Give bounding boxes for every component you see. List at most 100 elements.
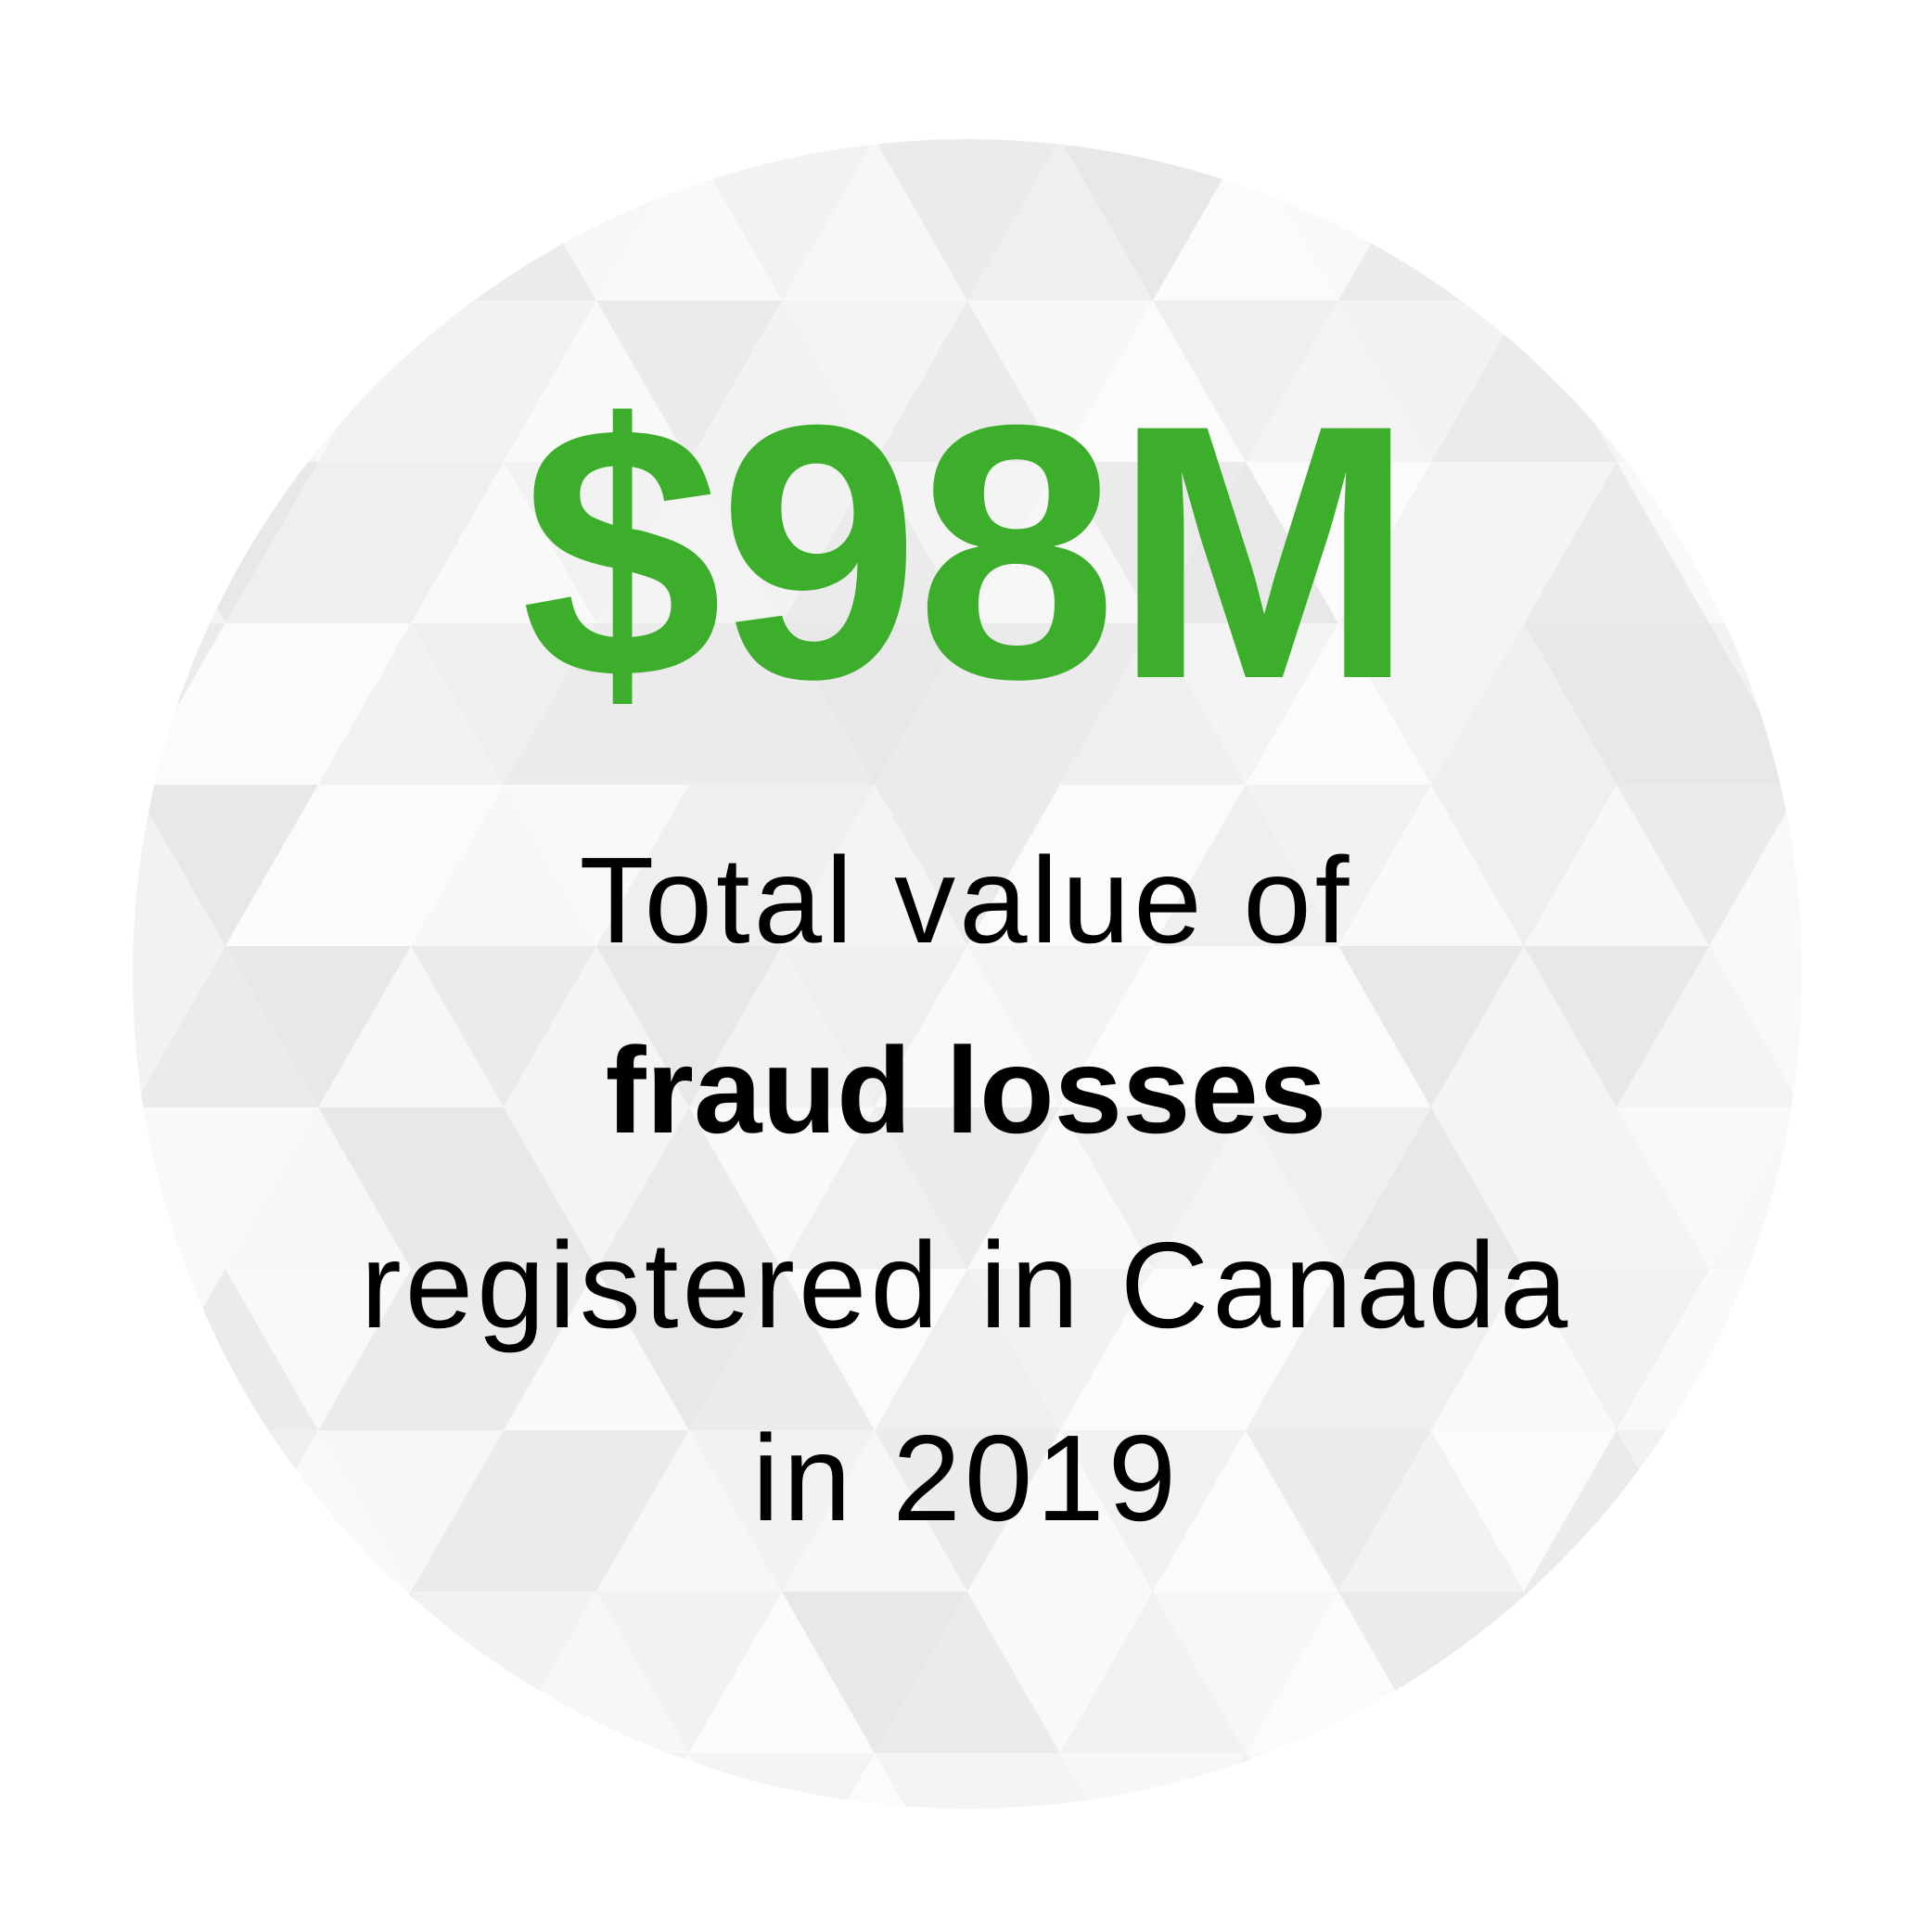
description-line-1: Total value of	[579, 832, 1353, 968]
pattern-triangle	[411, 1430, 596, 1592]
pattern-triangle	[1246, 623, 1431, 785]
pattern-triangle	[782, 1430, 967, 1592]
pattern-triangle	[1246, 301, 1431, 462]
pattern-triangle	[1431, 785, 1617, 946]
pattern-triangle	[875, 462, 1060, 623]
pattern-triangle	[1338, 462, 1524, 623]
pattern-triangle	[1431, 946, 1617, 1107]
pattern-triangle	[689, 1107, 875, 1269]
pattern-triangle	[504, 1107, 689, 1269]
pattern-triangle	[318, 1753, 504, 1809]
pattern-triangle	[875, 623, 1060, 785]
pattern-triangle	[1709, 946, 1802, 1107]
pattern-triangle	[1524, 462, 1709, 623]
pattern-triangle	[875, 139, 1060, 301]
pattern-triangle	[1153, 623, 1338, 785]
pattern-triangle	[225, 1107, 411, 1269]
pattern-triangle	[967, 462, 1153, 623]
pattern-triangle	[689, 785, 875, 946]
pattern-triangle	[596, 1107, 782, 1269]
pattern-triangle	[318, 1107, 504, 1269]
pattern-triangle	[1617, 785, 1802, 946]
pattern-triangle	[1524, 785, 1709, 946]
pattern-triangle	[1060, 1107, 1246, 1269]
pattern-triangle	[1617, 1592, 1802, 1753]
pattern-triangle	[133, 785, 225, 946]
pattern-triangle	[411, 1107, 596, 1269]
description-line-2-bold: fraud losses	[605, 1022, 1327, 1158]
pattern-triangle	[1246, 785, 1431, 946]
pattern-triangle	[1338, 1430, 1524, 1592]
pattern-triangle	[782, 139, 967, 301]
pattern-triangle	[411, 462, 596, 623]
pattern-triangle	[782, 623, 967, 785]
description-line-3: registered in Canada	[360, 1217, 1572, 1353]
pattern-triangle	[689, 946, 875, 1107]
pattern-triangle	[411, 139, 596, 301]
pattern-triangle	[133, 139, 225, 301]
pattern-triangle	[225, 946, 411, 1107]
pattern-triangle	[689, 623, 875, 785]
pattern-triangle	[596, 946, 782, 1107]
pattern-triangle	[1246, 946, 1431, 1107]
pattern-triangle	[1246, 1430, 1431, 1592]
pattern-triangle	[133, 1592, 225, 1753]
pattern-triangle	[133, 785, 318, 946]
pattern-triangle	[1153, 1430, 1338, 1592]
pattern-triangle	[596, 1430, 782, 1592]
pattern-triangle	[318, 946, 504, 1107]
pattern-triangle	[596, 1269, 782, 1430]
pattern-triangle	[504, 1753, 689, 1809]
pattern-triangle	[782, 946, 967, 1107]
pattern-triangle	[133, 1753, 318, 1809]
pattern-triangle	[1060, 139, 1246, 301]
pattern-triangle	[504, 1269, 689, 1430]
pattern-triangle	[1060, 1430, 1246, 1592]
pattern-triangle	[875, 1107, 1060, 1269]
pattern-triangle	[689, 1269, 875, 1430]
pattern-triangle	[689, 462, 875, 623]
pattern-triangle	[1060, 1269, 1246, 1430]
pattern-triangle	[1617, 1107, 1802, 1269]
pattern-triangle	[318, 1269, 504, 1430]
pattern-triangle	[1617, 946, 1802, 1107]
pattern-triangle	[225, 623, 411, 785]
pattern-triangle	[1153, 139, 1338, 301]
pattern-triangle	[318, 301, 504, 462]
pattern-triangle	[689, 1592, 875, 1753]
pattern-triangle	[596, 301, 782, 462]
pattern-triangle	[782, 1107, 967, 1269]
pattern-triangle	[875, 1430, 1060, 1592]
pattern-triangle	[1153, 462, 1338, 623]
pattern-triangle	[1338, 1107, 1524, 1269]
pattern-triangle	[1246, 1269, 1431, 1430]
pattern-triangle	[225, 1753, 411, 1809]
pattern-triangle	[1338, 785, 1524, 946]
pattern-triangle	[689, 301, 875, 462]
pattern-triangle	[1709, 1107, 1802, 1269]
pattern-triangle	[1338, 301, 1524, 462]
pattern-triangle	[1338, 946, 1524, 1107]
pattern-triangle	[782, 301, 967, 462]
pattern-triangle	[1431, 462, 1617, 623]
pattern-triangle	[133, 623, 318, 785]
pattern-triangle	[1060, 1753, 1246, 1809]
pattern-triangle	[133, 139, 318, 301]
pattern-triangle	[1153, 1269, 1338, 1430]
pattern-triangle	[411, 946, 596, 1107]
pattern-triangle	[689, 1430, 875, 1592]
pattern-triangle	[411, 785, 596, 946]
pattern-triangle	[596, 623, 782, 785]
pattern-triangle	[1431, 1107, 1617, 1269]
pattern-triangle	[411, 1753, 596, 1809]
pattern-triangle	[1617, 623, 1802, 785]
pattern-triangle	[689, 1753, 875, 1809]
pattern-triangle	[875, 1269, 1060, 1430]
pattern-triangle	[318, 139, 504, 301]
pattern-triangle	[782, 785, 967, 946]
pattern-triangle	[1153, 1592, 1338, 1753]
pattern-triangle	[875, 1592, 1060, 1753]
pattern-triangle	[504, 946, 689, 1107]
pattern-triangle	[1709, 1592, 1802, 1753]
